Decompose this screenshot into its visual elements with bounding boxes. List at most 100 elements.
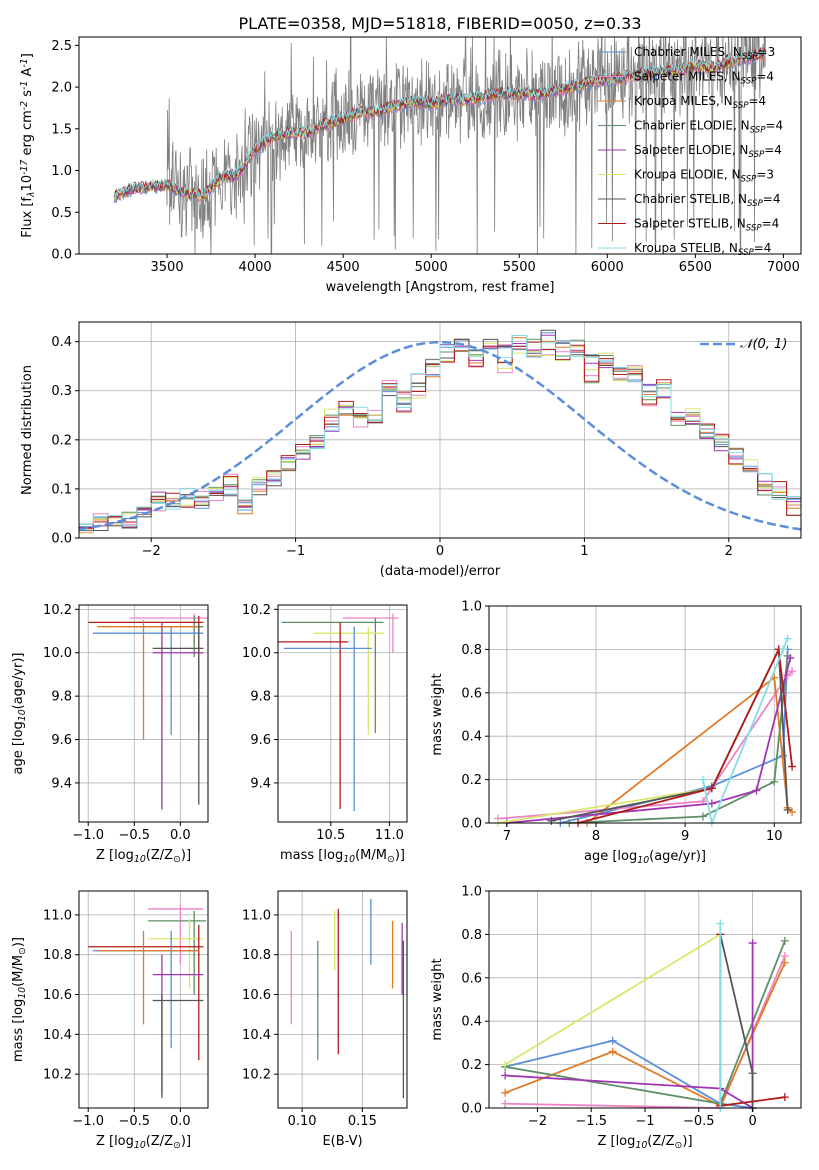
weight-vs-Z-xlabel-part: Z [log [597, 1134, 635, 1149]
tick-label-x: 0 [748, 1114, 756, 1129]
spectrum-axes: 3500 4000 4500 5000 5500 6000 6500 7000 0.0 0.5 1.… [19, 36, 802, 295]
weight-marker [501, 1099, 510, 1108]
weight-marker [770, 777, 779, 786]
mass-vs-Z-ylabel-part: (M/M [11, 955, 26, 987]
spectrum-ylabel-part: λ [26, 191, 37, 198]
mass-vs-EBV-axes: 0.10 0.15 10.2 10.4 10.6 10.8 11.0 E(B-V) [242, 890, 408, 1149]
tick-label-y: 10.6 [43, 988, 72, 1003]
weight-vs-age-axes: 7 8 9 10 0.0 0.2 0.4 0.6 0.8 1.0 age [log10​(age/y… [430, 600, 802, 866]
weight-marker [707, 799, 716, 808]
age-vs-Z-plot-area [88, 613, 208, 812]
tick-label-x: −1.5 [575, 1114, 607, 1129]
spectrum-ylabel: Flux [fλ​10-17​ erg cm-2​ s-1​ A-1​] [19, 53, 37, 238]
mass-vs-EBV-plot-area [290, 898, 405, 1099]
weight-vs-Z-xlabel-part: 10 [635, 1140, 647, 1151]
tick-label-y: 10.2 [43, 603, 72, 618]
legend-entry: Kroupa ELODIE, NSSP​=3 [634, 168, 774, 185]
mass-vs-EBV-xlabel: E(B-V) [322, 1134, 362, 1149]
tick-label-y: 10.4 [43, 1028, 72, 1043]
tick-label-y: 10.2 [242, 603, 271, 618]
age-vs-Z-ylabel: age [log10​(age/yr)] [11, 653, 28, 775]
spectrum-xlabel: wavelength [Angstrom, rest frame] [326, 280, 555, 295]
age-vs-mass-xlabel-part: mass [log [280, 848, 343, 863]
spectrum-ylabel-part: -17 [19, 160, 30, 175]
mass-vs-Z-xlabel-part: ⊙ [173, 1140, 181, 1151]
age-vs-mass-xlabel-part: ⊙ [387, 854, 395, 865]
tick-label-y: 10.8 [242, 948, 271, 963]
tick-label-x: 10 [766, 829, 783, 844]
tick-label-x: 7000 [767, 260, 800, 275]
tick-label-x: 0.15 [348, 1114, 377, 1129]
age-vs-mass-plot-area [278, 613, 399, 812]
legend-entry-part: SSP [733, 101, 750, 111]
weight-vs-Z-xlabel-part: ⊙ [675, 1140, 683, 1151]
tick-label-x: −0.5 [683, 1114, 715, 1129]
legend-entry-part: Salpeter STELIB, N [634, 217, 746, 231]
tick-label-y: 11.0 [242, 908, 271, 923]
weight-line [497, 670, 793, 820]
tick-label-y: 9.4 [51, 776, 72, 791]
weight-vs-age-xlabel: age [log10​(age/yr)] [584, 849, 706, 866]
weight-marker [780, 1093, 789, 1102]
legend-entry-part: Chabrier ELODIE, N [634, 119, 750, 133]
tick-label-y: 0.2 [51, 433, 72, 448]
legend-entry-part: Kroupa ELODIE, N [634, 168, 741, 182]
weight-line [504, 1039, 753, 1109]
tick-label-y: 10.2 [242, 1068, 271, 1083]
tick-label-y: 0.8 [461, 928, 482, 943]
legend-entry-part: SSP [747, 199, 764, 209]
tick-label-y: 0.8 [461, 643, 482, 658]
age-vs-Z-ylabel-part: (age/yr)] [11, 653, 26, 710]
spectrum-model-line [113, 48, 766, 200]
age-vs-Z-xlabel-part: 10 [134, 854, 146, 865]
weight-marker [501, 1088, 510, 1097]
tick-label-y: 0.0 [51, 532, 72, 547]
tick-label-x: 4000 [239, 260, 272, 275]
spectrum-ylabel-part: Flux [f [20, 197, 35, 238]
legend-entry-part: =3 [756, 168, 774, 182]
mass-vs-Z-ylabel: mass [log10​(M/M⊙​)] [11, 937, 28, 1062]
legend-entry: Chabrier STELIB, NSSP​=4 [634, 192, 781, 209]
weight-vs-Z-xlabel-part: )] [682, 1134, 692, 1149]
weight-marker [788, 762, 797, 771]
tick-label-y: 1.0 [461, 600, 482, 615]
tick-label-y: 0.2 [461, 1058, 482, 1073]
legend-entry: Kroupa STELIB, NSSP​=4 [634, 241, 771, 258]
tick-label-y: 10.2 [43, 1068, 72, 1083]
tick-label-y: 10.0 [43, 646, 72, 661]
residuals-plot-area [79, 329, 801, 534]
tick-label-y: 10.4 [242, 1028, 271, 1043]
mass-vs-Z-ylabel-part: 10 [17, 987, 28, 999]
tick-label-x: −1 [635, 1114, 654, 1129]
weight-marker [501, 1071, 510, 1080]
tick-label-x: 0.10 [288, 1114, 317, 1129]
mass-vs-Z-axes: −1.0 −0.5 0.0 10.2 10.4 10.6 10.8 11.0 Z [log10​… [11, 890, 209, 1151]
spectrum-ylabel-part: ] [20, 53, 35, 58]
age-vs-mass-xlabel-part: )] [395, 848, 405, 863]
weight-vs-Z-axes: −2 −1.5 −1 −0.5 0 0.0 0.2 0.4 0.6 0.8 1.0 Z [log10​… [430, 885, 802, 1151]
tick-label-y: 9.6 [250, 733, 271, 748]
residuals-xlabel-part: (data-model)/error [380, 564, 501, 579]
tick-label-x: 10.5 [316, 828, 345, 843]
legend-entry-part: SSP [746, 224, 763, 234]
tick-label-y: 10.6 [242, 988, 271, 1003]
tick-label-y: 10.0 [242, 646, 271, 661]
tick-label-x: −1.0 [72, 828, 104, 843]
mass-vs-EBV-frame [277, 890, 408, 1109]
tick-label-x: −1.0 [72, 1114, 104, 1129]
spectrum-frame [78, 36, 802, 255]
weight-marker [608, 1047, 617, 1056]
legend-entry-part: Salpeter MILES, N [634, 70, 741, 84]
age-vs-mass-axes: 10.5 11.0 9.4 9.6 9.8 10.0 10.2 mass [log10​(M/… [242, 603, 408, 865]
weight-marker [788, 667, 797, 676]
legend-entry-part: SSP [741, 77, 758, 87]
weight-vs-age-plot-area [493, 634, 797, 827]
weight-vs-Z-xlabel-part: (Z/Z [647, 1134, 674, 1149]
weight-line [586, 675, 793, 824]
tick-label-y: 1.0 [51, 164, 72, 179]
tick-label-y: 1.0 [461, 885, 482, 900]
legend-entry-part: SSP [748, 150, 765, 160]
tick-label-x: 3500 [151, 260, 184, 275]
weight-marker [608, 1036, 617, 1045]
